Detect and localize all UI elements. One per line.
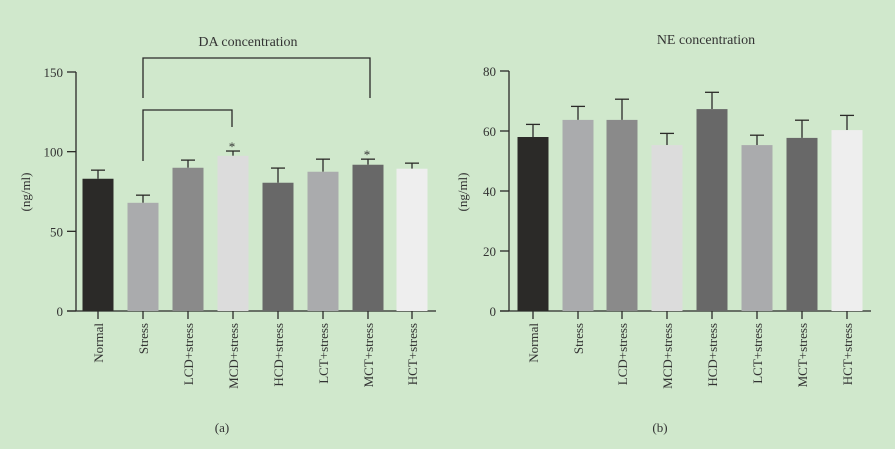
y-tick-label: 20 bbox=[483, 244, 496, 259]
chart-panel-a: DA concentration (a) (ng/ml) 0 50 100 150 Norma… bbox=[18, 35, 436, 435]
bar-lcd-stress bbox=[172, 167, 204, 311]
bar-hct-stress bbox=[831, 130, 863, 311]
bar-hcd-stress bbox=[262, 182, 294, 311]
bar-hct-stress bbox=[396, 168, 428, 311]
chart-caption: (b) bbox=[652, 420, 667, 435]
y-tick-label: 150 bbox=[44, 65, 64, 80]
significance-bracket bbox=[142, 109, 233, 161]
x-tick-label: HCD+stress bbox=[271, 323, 286, 387]
x-tick-label: LCD+stress bbox=[181, 323, 196, 385]
chart-panel-b: NE concentration (b) (ng/ml) 0 20 40 60 80 Norma… bbox=[455, 33, 871, 435]
significance-bracket bbox=[142, 57, 371, 98]
x-tick-label: Stress bbox=[571, 323, 586, 354]
significance-star: * bbox=[229, 139, 236, 154]
x-tick-label: Normal bbox=[91, 323, 106, 363]
bar-normal bbox=[82, 178, 114, 311]
bar-lcd-stress bbox=[606, 119, 638, 312]
bar-normal bbox=[517, 137, 549, 311]
y-tick-label: 40 bbox=[483, 184, 496, 199]
x-tick-label: MCD+stress bbox=[226, 323, 241, 389]
x-tick-label: MCT+stress bbox=[361, 323, 376, 387]
x-tick-label: HCT+stress bbox=[840, 323, 855, 385]
x-tick-label: Normal bbox=[526, 323, 541, 363]
x-tick-label: MCT+stress bbox=[795, 323, 810, 387]
bar-lct-stress bbox=[307, 171, 339, 311]
bar-hcd-stress bbox=[696, 109, 728, 311]
y-tick-label: 0 bbox=[57, 304, 64, 319]
bar-stress bbox=[127, 202, 159, 311]
y-tick-label: 0 bbox=[490, 304, 497, 319]
bar-lct-stress bbox=[741, 145, 773, 311]
bar-mcd-stress bbox=[217, 155, 249, 311]
y-tick-label: 100 bbox=[44, 145, 64, 160]
x-tick-label: HCD+stress bbox=[705, 323, 720, 387]
bar-mct-stress bbox=[786, 137, 818, 311]
y-tick-label: 50 bbox=[50, 224, 63, 239]
bar-mct-stress bbox=[352, 164, 384, 311]
x-tick-label: HCT+stress bbox=[405, 323, 420, 385]
x-tick-label: LCD+stress bbox=[615, 323, 630, 385]
x-tick-label: LCT+stress bbox=[316, 323, 331, 384]
bar-stress bbox=[562, 119, 594, 312]
y-tick-label: 60 bbox=[483, 124, 496, 139]
x-tick-label: Stress bbox=[136, 323, 151, 354]
x-tick-label: LCT+stress bbox=[750, 323, 765, 384]
x-tick-label: MCD+stress bbox=[660, 323, 675, 389]
chart-title: DA concentration bbox=[198, 35, 297, 50]
significance-star: * bbox=[364, 147, 371, 162]
y-axis-label: (ng/ml) bbox=[455, 173, 470, 212]
chart-title: NE concentration bbox=[657, 33, 755, 48]
chart-caption: (a) bbox=[215, 420, 229, 435]
bar-mcd-stress bbox=[651, 145, 683, 311]
y-axis-label: (ng/ml) bbox=[18, 173, 33, 212]
y-tick-label: 80 bbox=[483, 64, 496, 79]
